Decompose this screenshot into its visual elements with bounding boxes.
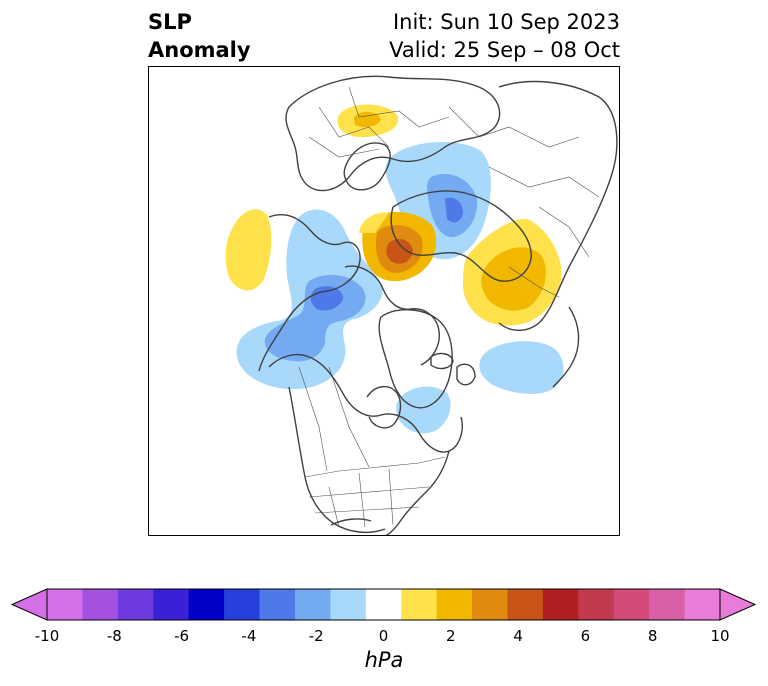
colorbar-cell [472,589,508,620]
coast-usa-west [288,386,386,534]
colorbar-cell [684,589,721,620]
coast-gulf [330,518,372,526]
border-asia-3 [538,206,590,258]
anomaly-positive-barents-outer [359,212,389,233]
border-canada-1 [328,366,370,468]
border-us-3 [388,468,394,526]
border-europe-3 [308,136,380,158]
coast-iceland [430,352,454,370]
colorbar-cell [259,589,296,620]
coast-greenland [378,309,453,409]
border-asia-2 [488,166,600,198]
border-canada-2 [298,366,328,472]
colorbar-cell [294,589,331,620]
colorbar-cell [330,589,367,620]
anomaly-shading [225,104,564,434]
colorbar-cell [224,589,261,620]
colorbar-outline [46,588,721,621]
colorbar-cells [47,589,721,620]
anomaly-negative-north-atlantic [479,341,564,394]
coast-canada-arctic [344,265,440,366]
colorbar-tick-label: -8 [106,627,122,645]
coastlines [258,75,618,535]
colorbar-tick-label: 8 [647,627,658,645]
map-panel [148,66,620,536]
map-title: SLP Anomaly [148,8,251,64]
colorbar-cell [507,589,544,620]
coast-europe [285,75,501,192]
polar-map [225,75,618,535]
border-us-1 [328,486,340,528]
border-asia-4 [508,266,560,298]
colorbar-tick-label: -10 [34,627,60,645]
anomaly-negative-russia-core [445,197,463,223]
colorbar-cell [542,589,579,620]
date-info: Init: Sun 10 Sep 2023 Valid: 25 Sep – 08… [389,8,620,64]
anomaly-positive-barents-core [386,238,413,264]
anomaly-positive-scandinavia-core [354,111,381,127]
colorbar [10,588,757,621]
coast-scandinavia [343,142,391,191]
border-europe-1 [318,106,390,148]
coast-russia-north [390,190,532,282]
colorbar-cell [401,589,438,620]
coast-hudson-bay [366,386,402,429]
colorbar-cell [578,589,615,620]
anomaly-positive-north-pacific [225,209,272,291]
border-us-4 [308,486,430,498]
colorbar-tick-label: -2 [308,627,324,645]
border-canada-us [304,456,446,478]
title-line-2: Anomaly [148,38,251,62]
colorbar-cell [649,589,686,620]
colorbar-cell [82,589,119,620]
colorbar-tick-label: 2 [446,627,456,645]
coast-alaska [258,213,361,372]
colorbar-cell [365,589,402,620]
colorbar-tick-label: 6 [580,627,591,645]
border-europe-2 [348,86,450,128]
border-us-2 [358,472,366,528]
colorbar-units: hPa [364,648,404,672]
colorbar-tick-label: -4 [241,627,257,645]
border-asia-1 [448,106,580,148]
borders [298,86,600,528]
valid-period: Valid: 25 Sep – 08 Oct [389,38,620,62]
init-date: Init: Sun 10 Sep 2023 [392,10,620,34]
colorbar-cell [117,589,154,620]
colorbar-extend-low [10,588,48,621]
colorbar-extend-high [719,588,757,621]
coast-japan [552,306,580,388]
colorbar-cell [47,589,83,620]
colorbar-cell [436,589,473,620]
colorbar-tick-label: 0 [378,627,389,645]
title-line-1: SLP [148,10,192,34]
coast-usa-east [385,450,450,535]
colorbar-cell [613,589,650,620]
colorbar-cell [153,589,190,620]
colorbar-tick-label: -6 [174,627,190,645]
coast-uk [456,363,476,386]
colorbar-tick-label: 4 [513,627,523,645]
border-us-5 [314,506,420,514]
colorbar-tick-label: 10 [710,627,730,645]
coast-siberia-east [498,80,618,331]
colorbar-cell [188,589,225,620]
